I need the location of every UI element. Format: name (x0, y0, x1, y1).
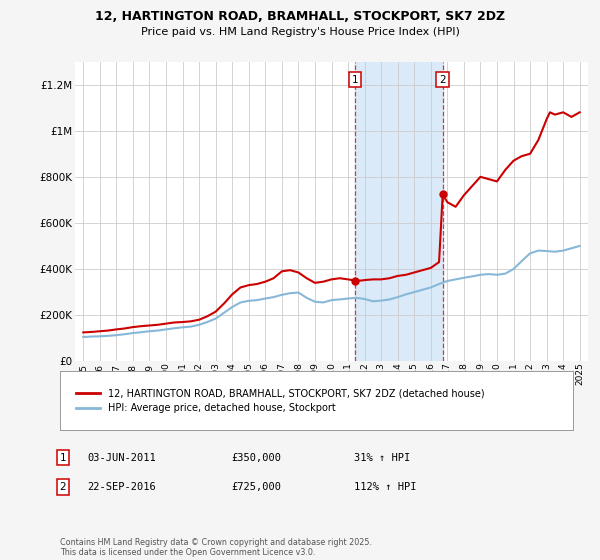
Text: 22-SEP-2016: 22-SEP-2016 (87, 482, 156, 492)
Text: £350,000: £350,000 (231, 452, 281, 463)
Text: 12, HARTINGTON ROAD, BRAMHALL, STOCKPORT, SK7 2DZ: 12, HARTINGTON ROAD, BRAMHALL, STOCKPORT… (95, 10, 505, 23)
Text: 1: 1 (59, 452, 67, 463)
Bar (355, 62, 443, 361)
Text: Contains HM Land Registry data © Crown copyright and database right 2025.
This d: Contains HM Land Registry data © Crown c… (60, 538, 372, 557)
Text: 1: 1 (352, 74, 358, 85)
Text: 2: 2 (439, 74, 446, 85)
Text: 2: 2 (59, 482, 67, 492)
Text: Price paid vs. HM Land Registry's House Price Index (HPI): Price paid vs. HM Land Registry's House … (140, 27, 460, 37)
Text: £725,000: £725,000 (231, 482, 281, 492)
Text: 112% ↑ HPI: 112% ↑ HPI (354, 482, 416, 492)
Text: 31% ↑ HPI: 31% ↑ HPI (354, 452, 410, 463)
Text: 03-JUN-2011: 03-JUN-2011 (87, 452, 156, 463)
Legend: 12, HARTINGTON ROAD, BRAMHALL, STOCKPORT, SK7 2DZ (detached house), HPI: Average: 12, HARTINGTON ROAD, BRAMHALL, STOCKPORT… (70, 382, 490, 419)
